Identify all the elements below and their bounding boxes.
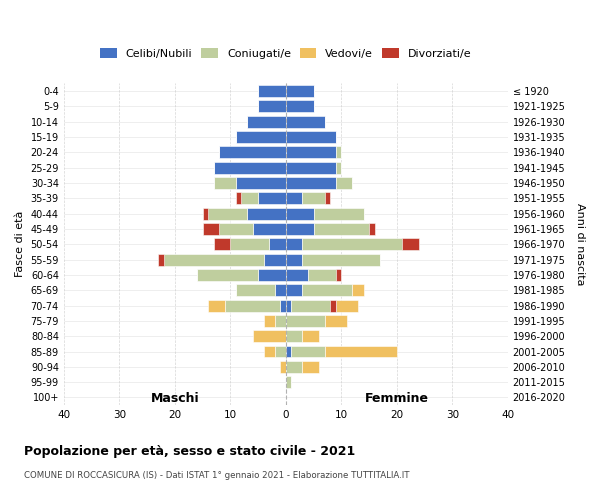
Bar [325,192,330,204]
Bar [203,208,247,220]
Bar [214,238,230,250]
Bar [253,330,286,342]
Bar [247,116,286,128]
Bar [286,315,325,327]
Bar [203,208,208,220]
Bar [275,346,286,358]
Bar [286,361,302,373]
Bar [302,238,419,250]
Bar [286,223,314,235]
Text: COMUNE DI ROCCASICURA (IS) - Dati ISTAT 1° gennaio 2021 - Elaborazione TUTTITALI: COMUNE DI ROCCASICURA (IS) - Dati ISTAT … [24,470,409,480]
Bar [286,284,302,296]
Bar [214,162,286,173]
Y-axis label: Anni di nascita: Anni di nascita [575,203,585,285]
Bar [197,269,258,281]
Text: Femmine: Femmine [365,392,429,405]
Bar [263,315,275,327]
Bar [286,116,325,128]
Bar [336,177,352,189]
Legend: Celibi/Nubili, Coniugati/e, Vedovi/e, Divorziati/e: Celibi/Nubili, Coniugati/e, Vedovi/e, Di… [96,44,476,64]
Bar [263,254,286,266]
Bar [214,238,269,250]
Bar [280,300,286,312]
Bar [286,146,336,158]
Bar [286,192,302,204]
Bar [286,330,302,342]
Bar [269,238,286,250]
Bar [286,162,336,173]
Bar [158,254,164,266]
Bar [225,300,280,312]
Bar [258,100,286,112]
Bar [263,346,275,358]
Bar [203,223,219,235]
Bar [336,146,341,158]
Bar [208,300,225,312]
Bar [280,361,286,373]
Bar [247,208,286,220]
Bar [286,269,308,281]
Bar [308,269,341,281]
Bar [302,192,330,204]
Y-axis label: Fasce di età: Fasce di età [15,211,25,278]
Bar [302,361,319,373]
Bar [236,131,286,143]
Bar [275,315,286,327]
Bar [286,85,314,97]
Bar [286,177,336,189]
Bar [203,223,253,235]
Bar [292,300,336,312]
Bar [253,223,286,235]
Bar [236,284,275,296]
Bar [314,223,374,235]
Bar [286,100,314,112]
Bar [302,284,352,296]
Bar [286,208,314,220]
Bar [325,346,397,358]
Bar [336,300,358,312]
Bar [286,131,336,143]
Bar [336,162,341,173]
Bar [236,192,258,204]
Bar [286,346,292,358]
Bar [236,192,241,204]
Bar [336,269,341,281]
Bar [236,177,286,189]
Bar [219,146,286,158]
Text: Maschi: Maschi [151,392,199,405]
Bar [352,284,364,296]
Bar [369,223,374,235]
Bar [286,300,292,312]
Bar [258,192,286,204]
Bar [275,284,286,296]
Bar [214,177,236,189]
Bar [403,238,419,250]
Bar [286,376,292,388]
Bar [258,85,286,97]
Bar [158,254,263,266]
Bar [292,346,325,358]
Bar [302,330,319,342]
Bar [325,315,347,327]
Bar [302,254,380,266]
Bar [314,208,364,220]
Bar [286,254,302,266]
Bar [258,269,286,281]
Bar [330,300,336,312]
Bar [286,238,302,250]
Text: Popolazione per età, sesso e stato civile - 2021: Popolazione per età, sesso e stato civil… [24,445,355,458]
